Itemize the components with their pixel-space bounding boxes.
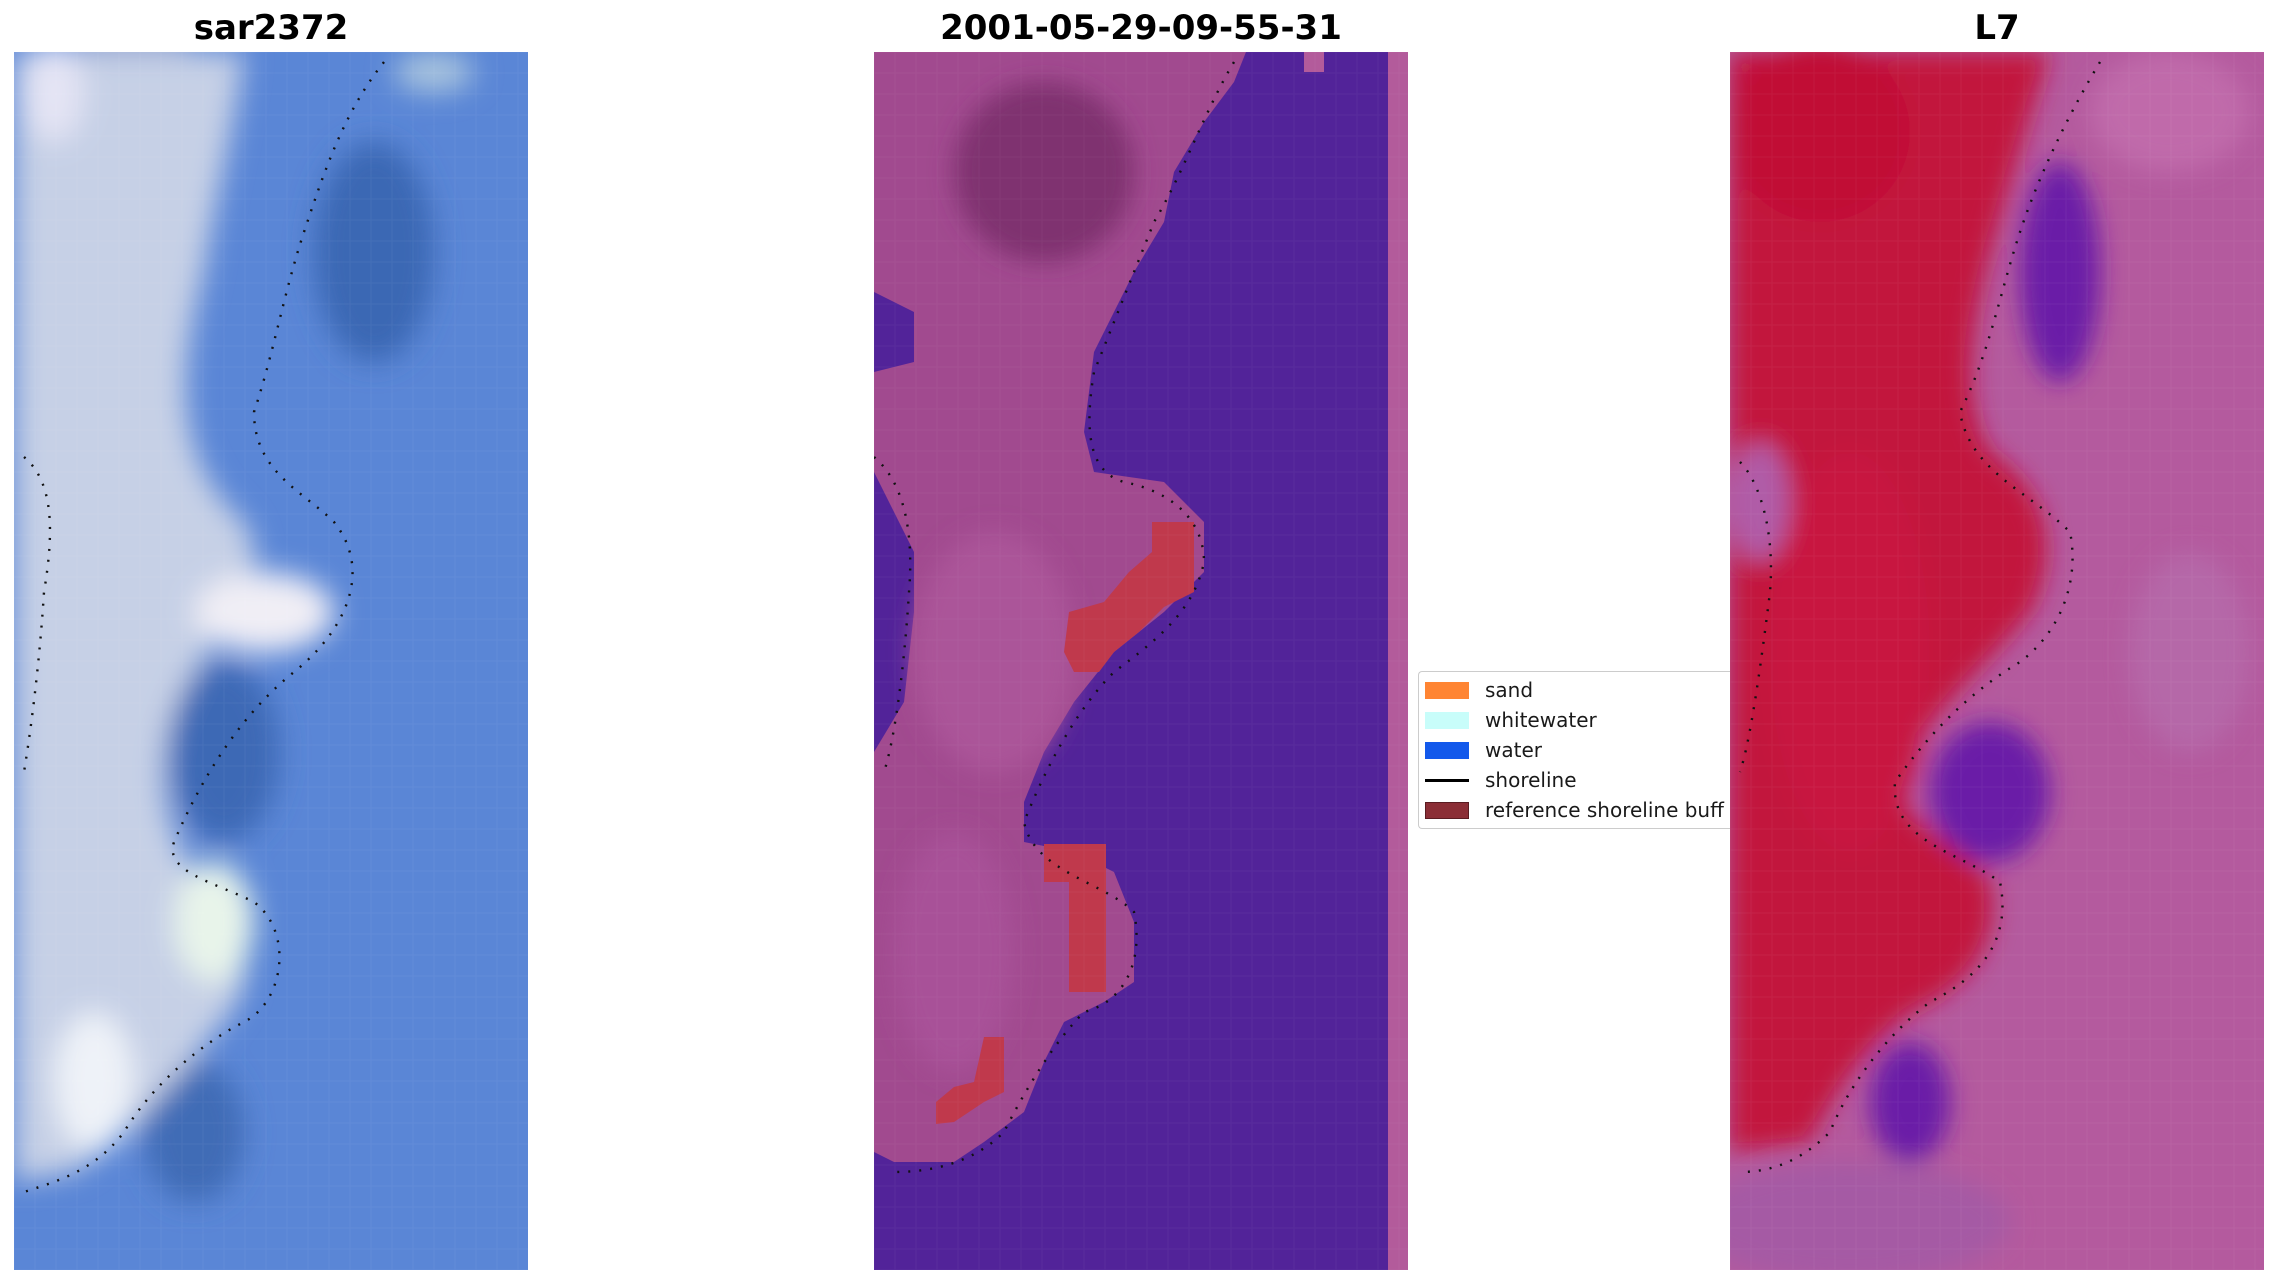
panel-title-rgb: sar2372: [193, 8, 349, 48]
panel-title-index: L7: [1974, 8, 2020, 48]
sand-swatch: [1425, 681, 1469, 699]
shoreline-trace: [1739, 61, 2102, 1174]
shoreline-line-swatch: [1425, 778, 1469, 782]
shoreline-trace-west: [22, 456, 52, 773]
legend-label-shoreline: shoreline: [1485, 768, 1577, 792]
shoreline-trace-west: [874, 456, 912, 773]
legend: sand whitewater water shoreline referenc…: [1418, 671, 1730, 829]
whitewater-swatch: [1425, 711, 1469, 729]
legend-label-whitewater: whitewater: [1485, 708, 1597, 732]
legend-label-reference-buffer: reference shoreline buff: [1485, 798, 1724, 822]
panel-title-classified: 2001-05-29-09-55-31: [940, 8, 1342, 48]
shoreline-trace-west: [1738, 461, 1773, 773]
water-swatch: [1425, 741, 1469, 759]
index-image-panel: [1730, 52, 2264, 1270]
rgb-image: [14, 52, 528, 1270]
legend-label-water: water: [1485, 738, 1542, 762]
classified-image-panel: [874, 52, 1408, 1270]
rgb-image-panel: [14, 52, 528, 1270]
classified-image: [874, 52, 1408, 1270]
reference-buffer-swatch: [1425, 801, 1469, 819]
index-image: [1730, 52, 2264, 1270]
legend-label-sand: sand: [1485, 678, 1534, 702]
